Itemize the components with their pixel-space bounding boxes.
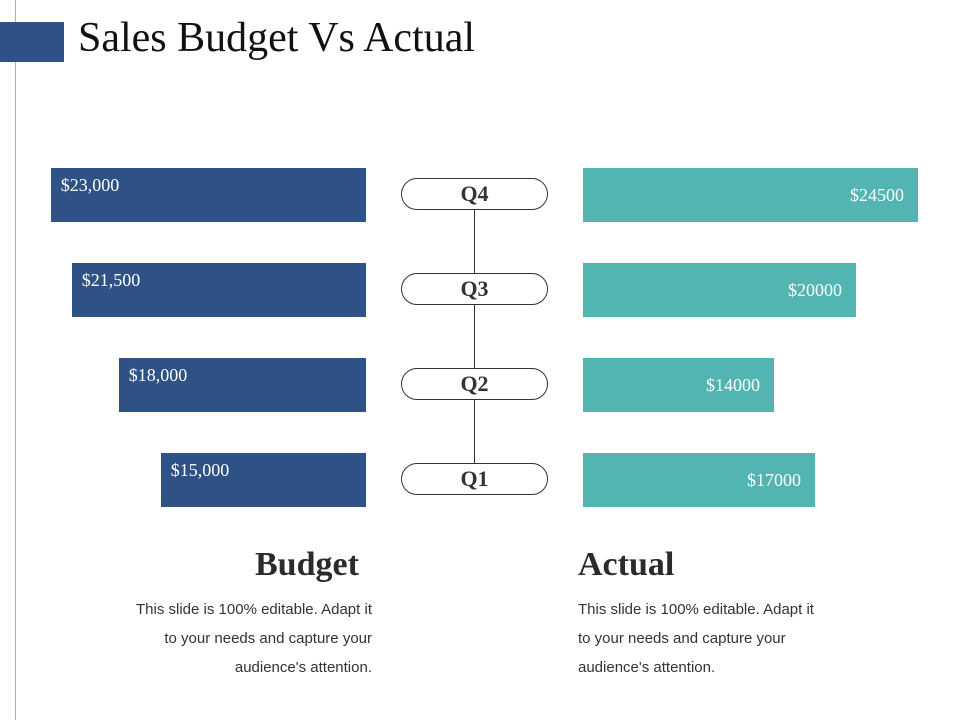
actual-value-label: $24500 <box>850 185 904 205</box>
budget-value-label: $15,000 <box>170 460 230 480</box>
quarter-label-q2: Q2 <box>401 368 548 400</box>
actual-value-label: $20000 <box>788 280 842 300</box>
quarter-label-q3: Q3 <box>401 273 548 305</box>
budget-value-label: $23,000 <box>60 175 120 195</box>
budget-heading: Budget <box>255 546 359 583</box>
actual-bar-q2: $14000 <box>583 358 774 412</box>
actual-bar-q1: $17000 <box>583 453 815 507</box>
budget-value-label: $21,500 <box>81 270 141 290</box>
title-accent-bar <box>0 22 64 62</box>
budget-bar-q1: $15,000 <box>161 453 366 507</box>
actual-value-label: $14000 <box>706 375 760 395</box>
budget-description: This slide is 100% editable. Adapt it to… <box>136 601 372 676</box>
budget-bar-q3: $21,500 <box>72 263 366 317</box>
quarter-label-q4: Q4 <box>401 178 548 210</box>
actual-description: This slide is 100% editable. Adapt it to… <box>578 601 814 676</box>
quarter-connector-line <box>474 195 475 483</box>
actual-bar-q3: $20000 <box>583 263 856 317</box>
actual-bar-q4: $24500 <box>583 168 918 222</box>
budget-bar-q4: $23,000 <box>51 168 366 222</box>
budget-bar-q2: $18,000 <box>119 358 366 412</box>
budget-value-label: $18,000 <box>128 365 188 385</box>
actual-heading: Actual <box>578 546 675 583</box>
slide-left-rule <box>15 0 16 720</box>
actual-value-label: $17000 <box>747 470 801 490</box>
slide-title: Sales Budget Vs Actual <box>78 15 476 61</box>
quarter-label-q1: Q1 <box>401 463 548 495</box>
